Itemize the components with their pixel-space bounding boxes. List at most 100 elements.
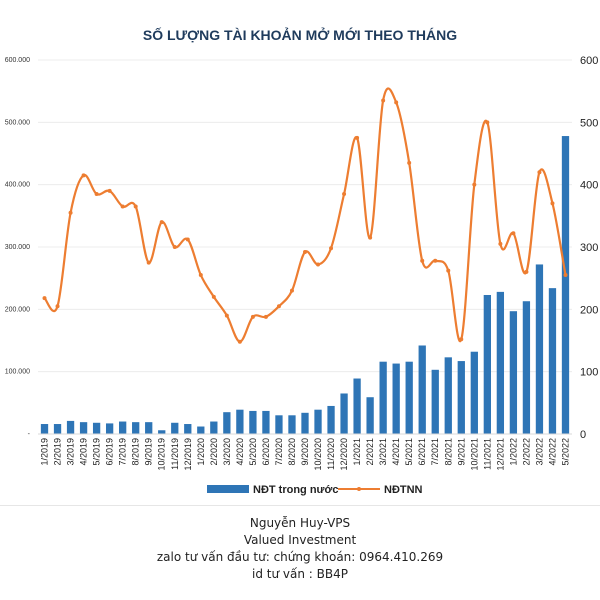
legend-swatch-domestic: [207, 485, 249, 493]
gridlines: [38, 59, 572, 373]
line-point: [407, 160, 412, 165]
bar: [366, 397, 374, 434]
x-tick-label: 10/2019: [157, 438, 167, 471]
y-right-tick-label: 500: [580, 117, 598, 129]
line-point: [172, 245, 177, 249]
x-axis: 1/2019 2/2019 3/2019 4/2019 5/2019 6/2019 7/20…: [38, 433, 572, 471]
legend-marker-foreign: [357, 487, 361, 491]
y-right-tick-label: 400: [580, 180, 598, 192]
x-tick-label: 9/2019: [144, 438, 154, 466]
legend-label-foreign: NĐTNN: [384, 484, 423, 496]
x-tick-label: 11/2019: [170, 438, 180, 470]
bar: [145, 422, 153, 434]
y-right-tick-label: 100: [580, 367, 598, 379]
bar: [561, 136, 570, 434]
bar: [379, 361, 387, 434]
bar: [262, 410, 270, 434]
bar: [522, 301, 531, 434]
bar: [79, 422, 88, 434]
right-axis: 600 500 400 300 200 100 0: [580, 55, 598, 441]
left-axis: 600.000 500.000 400.000 300.000 200.000 100.0…: [5, 57, 31, 438]
line-point: [289, 288, 294, 293]
bar: [132, 422, 140, 434]
line-point: [394, 100, 399, 105]
bar: [457, 361, 465, 434]
line-point: [133, 204, 138, 209]
bar: [158, 430, 166, 434]
x-tick-label: 4/2020: [235, 438, 245, 466]
line-point: [446, 268, 451, 273]
bar: [236, 409, 244, 434]
bar: [470, 351, 478, 434]
x-tick-label: 1/2020: [196, 438, 206, 466]
line-point: [120, 204, 125, 209]
y-left-tick-label: 400.000: [5, 182, 30, 189]
x-tick-label: 5/2022: [560, 438, 570, 466]
line-point: [55, 304, 60, 309]
footer-divider: [0, 505, 600, 506]
y-right-tick-label: 300: [580, 242, 598, 254]
line-point: [276, 304, 281, 309]
y-right-tick-label: 200: [580, 304, 598, 316]
line-point: [459, 337, 464, 342]
line-point: [498, 241, 503, 246]
line-point: [316, 262, 321, 267]
line-point: [550, 201, 555, 206]
line-point: [381, 98, 386, 103]
x-tick-label: 11/2021: [482, 438, 492, 470]
x-tick-label: 12/2020: [339, 438, 349, 471]
line-point: [485, 120, 490, 125]
line-point: [524, 269, 529, 274]
y-left-tick-label: 600.000: [5, 57, 30, 64]
bar: [223, 412, 231, 434]
line-point: [250, 314, 255, 319]
bar: [483, 294, 491, 434]
y-right-tick-label: 0: [580, 429, 586, 441]
line-point: [303, 249, 307, 254]
x-tick-label: 2/2022: [521, 438, 531, 466]
bar: [444, 357, 452, 434]
bar: [535, 264, 544, 434]
y-left-tick-label: 200.000: [5, 306, 30, 313]
x-tick-label: 1/2021: [352, 438, 362, 466]
bar: [340, 393, 348, 434]
x-tick-label: 12/2021: [495, 438, 505, 471]
x-tick-label: 2/2021: [365, 438, 375, 466]
y-left-tick-label: -: [28, 431, 31, 438]
bar: [197, 426, 205, 434]
bar: [249, 410, 257, 434]
x-tick-label: 9/2020: [300, 438, 310, 466]
bar: [210, 421, 218, 434]
footer-contact: zalo tư vấn đầu tư: chứng khoán: 0964.41…: [156, 550, 444, 564]
bar: [418, 345, 426, 434]
line-point: [107, 188, 112, 193]
line-point: [42, 296, 47, 301]
line-point: [94, 192, 99, 197]
legend-label-domestic: NĐT trong nước: [253, 484, 338, 496]
y-left-tick-label: 100.000: [5, 369, 30, 376]
bar: [353, 378, 361, 434]
x-tick-label: 5/2019: [92, 438, 102, 466]
x-tick-label: 7/2019: [118, 438, 128, 466]
line-point: [211, 294, 216, 299]
line-point: [263, 314, 268, 319]
chart: SỐ LƯỢNG TÀI KHOẢN MỞ MỚI THEO THÁNG 600…: [5, 26, 599, 496]
x-tick-label: 8/2020: [287, 438, 297, 466]
bar: [509, 311, 518, 434]
x-tick-label: 2/2019: [53, 438, 63, 466]
x-tick-label: 7/2021: [430, 438, 440, 466]
footer: Nguyễn Huy-VPS Valued Investment zalo tư…: [0, 515, 600, 583]
line-point: [433, 258, 438, 263]
x-tick-label: 1/2019: [40, 438, 50, 466]
x-tick-label: 6/2020: [261, 438, 271, 466]
line-point: [329, 246, 334, 251]
line-point: [420, 258, 425, 263]
line-point: [185, 237, 190, 242]
bar-series: [40, 136, 570, 434]
x-tick-label: 1/2022: [508, 438, 518, 466]
bar: [301, 412, 309, 434]
bar: [314, 409, 322, 434]
x-tick-label: 3/2020: [222, 438, 232, 466]
bar: [105, 423, 114, 434]
x-tick-label: 5/2021: [404, 438, 414, 466]
